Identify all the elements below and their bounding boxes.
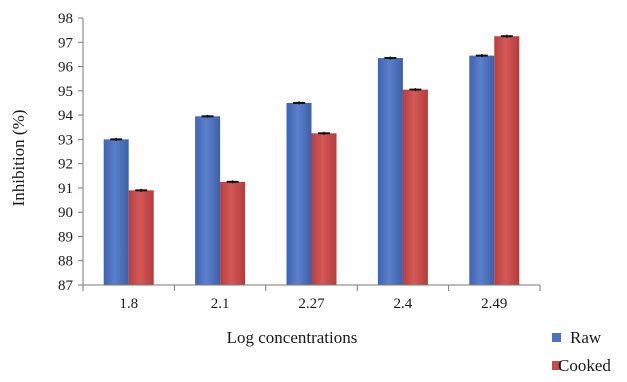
y-tick-label: 92: [58, 157, 73, 173]
y-tick-label: 97: [58, 35, 74, 51]
y-tick-label: 96: [58, 60, 74, 76]
x-axis-ticks: 1.8 2.1 2.27 2.4 2.49: [82, 285, 541, 312]
y-tick-label: 91: [58, 181, 73, 197]
bar-series-group: [103, 34, 520, 286]
legend-swatch-raw: [552, 333, 561, 342]
legend: Raw Cooked: [552, 328, 611, 375]
x-tick-label: 2.4: [394, 296, 413, 312]
bar-cooked-2-49: [494, 36, 520, 285]
y-tick-label: 87: [58, 278, 74, 294]
x-tick-label: 2.27: [298, 296, 325, 312]
bar-cooked-2-27: [311, 133, 337, 285]
bar-raw-2-49: [469, 55, 495, 285]
y-tick-label: 93: [58, 132, 73, 148]
bar-cooked-1-8: [128, 190, 154, 285]
y-tick-label: 90: [58, 205, 73, 221]
bar-raw-2-4: [377, 58, 403, 285]
y-tick-label: 89: [58, 229, 73, 245]
y-tick-label: 98: [58, 11, 73, 27]
x-tick-label: 2.1: [211, 296, 230, 312]
legend-swatch-cooked: [552, 361, 561, 370]
bar-raw-2-27: [286, 102, 312, 285]
x-axis-title: Log concentrations: [227, 328, 358, 347]
bar-cooked-2-1: [220, 181, 246, 285]
y-axis-ticks: 87 88 89 90 91 92 93 94 95 96 97 98: [58, 11, 83, 294]
bar-cooked-2-4: [402, 89, 428, 285]
legend-label-raw: Raw: [570, 328, 602, 347]
y-tick-label: 95: [58, 84, 73, 100]
x-tick-label: 2.49: [481, 296, 507, 312]
x-tick-label: 1.8: [119, 296, 138, 312]
bar-raw-1-8: [103, 139, 129, 285]
y-axis-title: Inhibition (%): [9, 110, 28, 207]
y-tick-label: 88: [58, 254, 73, 270]
bar-raw-2-1: [195, 116, 221, 286]
legend-label-cooked: Cooked: [558, 356, 611, 375]
y-tick-label: 94: [58, 108, 74, 124]
